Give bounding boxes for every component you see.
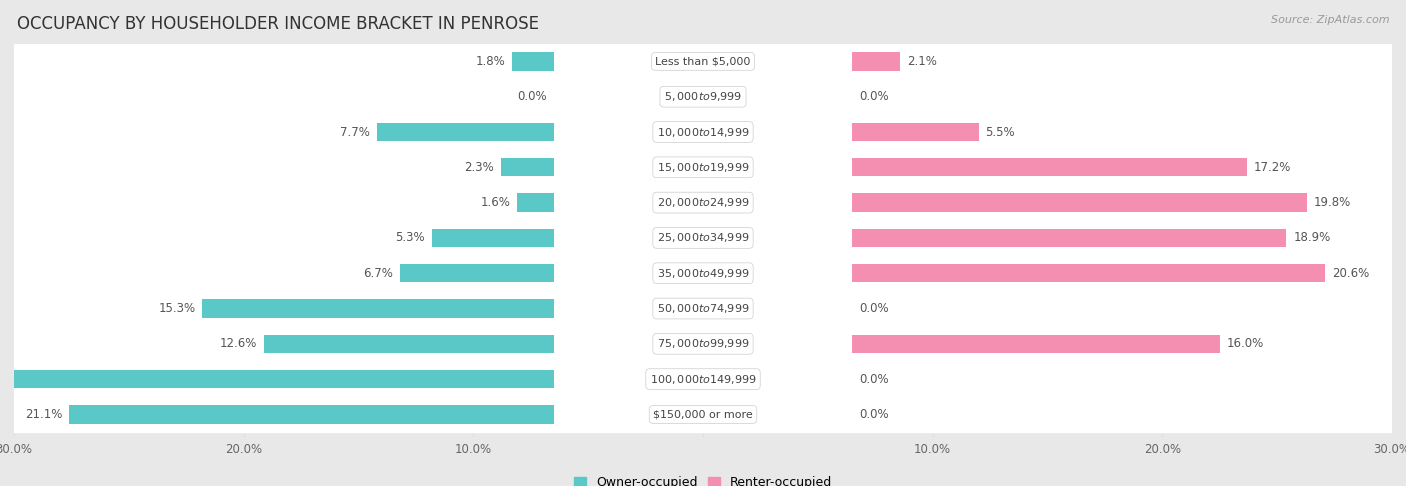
Bar: [69, 405, 554, 424]
Text: 0.0%: 0.0%: [859, 90, 889, 103]
Bar: [852, 52, 900, 70]
Text: $50,000 to $74,999: $50,000 to $74,999: [657, 302, 749, 315]
FancyBboxPatch shape: [1, 43, 1405, 80]
FancyBboxPatch shape: [1, 255, 1405, 292]
Text: $75,000 to $99,999: $75,000 to $99,999: [657, 337, 749, 350]
Text: 0.0%: 0.0%: [517, 90, 547, 103]
Text: 21.1%: 21.1%: [25, 408, 62, 421]
Text: 5.3%: 5.3%: [395, 231, 425, 244]
Text: 7.7%: 7.7%: [340, 125, 370, 139]
Bar: [432, 229, 554, 247]
FancyBboxPatch shape: [1, 396, 1405, 433]
Bar: [0, 370, 554, 388]
Text: 1.6%: 1.6%: [481, 196, 510, 209]
Bar: [517, 193, 554, 212]
Text: 6.7%: 6.7%: [363, 267, 392, 280]
Text: 17.2%: 17.2%: [1254, 161, 1292, 174]
Text: $15,000 to $19,999: $15,000 to $19,999: [657, 161, 749, 174]
Text: $100,000 to $149,999: $100,000 to $149,999: [650, 373, 756, 386]
Bar: [852, 123, 979, 141]
Text: $5,000 to $9,999: $5,000 to $9,999: [664, 90, 742, 103]
Text: 20.6%: 20.6%: [1333, 267, 1369, 280]
Text: 2.3%: 2.3%: [464, 161, 494, 174]
Text: OCCUPANCY BY HOUSEHOLDER INCOME BRACKET IN PENROSE: OCCUPANCY BY HOUSEHOLDER INCOME BRACKET …: [17, 15, 538, 33]
Text: 0.0%: 0.0%: [859, 302, 889, 315]
Text: 19.8%: 19.8%: [1313, 196, 1351, 209]
FancyBboxPatch shape: [1, 113, 1405, 151]
FancyBboxPatch shape: [1, 149, 1405, 186]
Text: 0.0%: 0.0%: [859, 373, 889, 386]
Text: 1.8%: 1.8%: [475, 55, 506, 68]
Text: $20,000 to $24,999: $20,000 to $24,999: [657, 196, 749, 209]
FancyBboxPatch shape: [1, 325, 1405, 363]
Text: Less than $5,000: Less than $5,000: [655, 56, 751, 67]
Text: 2.1%: 2.1%: [907, 55, 938, 68]
Text: 0.0%: 0.0%: [859, 408, 889, 421]
Text: 5.5%: 5.5%: [986, 125, 1015, 139]
Bar: [852, 335, 1220, 353]
FancyBboxPatch shape: [1, 361, 1405, 398]
Text: 15.3%: 15.3%: [159, 302, 195, 315]
FancyBboxPatch shape: [1, 290, 1405, 327]
Legend: Owner-occupied, Renter-occupied: Owner-occupied, Renter-occupied: [568, 471, 838, 486]
FancyBboxPatch shape: [1, 78, 1405, 115]
Text: 18.9%: 18.9%: [1294, 231, 1330, 244]
Bar: [377, 123, 554, 141]
Bar: [852, 264, 1326, 282]
Text: $35,000 to $49,999: $35,000 to $49,999: [657, 267, 749, 280]
FancyBboxPatch shape: [1, 219, 1405, 257]
Text: 16.0%: 16.0%: [1226, 337, 1264, 350]
Bar: [512, 52, 554, 70]
Bar: [852, 158, 1247, 176]
Bar: [501, 158, 554, 176]
Text: $150,000 or more: $150,000 or more: [654, 409, 752, 419]
FancyBboxPatch shape: [1, 184, 1405, 221]
Bar: [852, 193, 1308, 212]
Text: $10,000 to $14,999: $10,000 to $14,999: [657, 125, 749, 139]
Text: 12.6%: 12.6%: [221, 337, 257, 350]
Bar: [202, 299, 554, 318]
Text: $25,000 to $34,999: $25,000 to $34,999: [657, 231, 749, 244]
Text: Source: ZipAtlas.com: Source: ZipAtlas.com: [1271, 15, 1389, 25]
Bar: [852, 229, 1286, 247]
Bar: [264, 335, 554, 353]
Bar: [399, 264, 554, 282]
